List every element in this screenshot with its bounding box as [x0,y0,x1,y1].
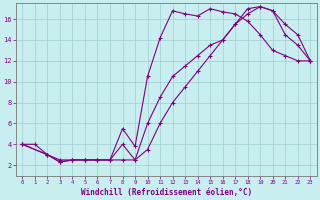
X-axis label: Windchill (Refroidissement éolien,°C): Windchill (Refroidissement éolien,°C) [81,188,252,197]
